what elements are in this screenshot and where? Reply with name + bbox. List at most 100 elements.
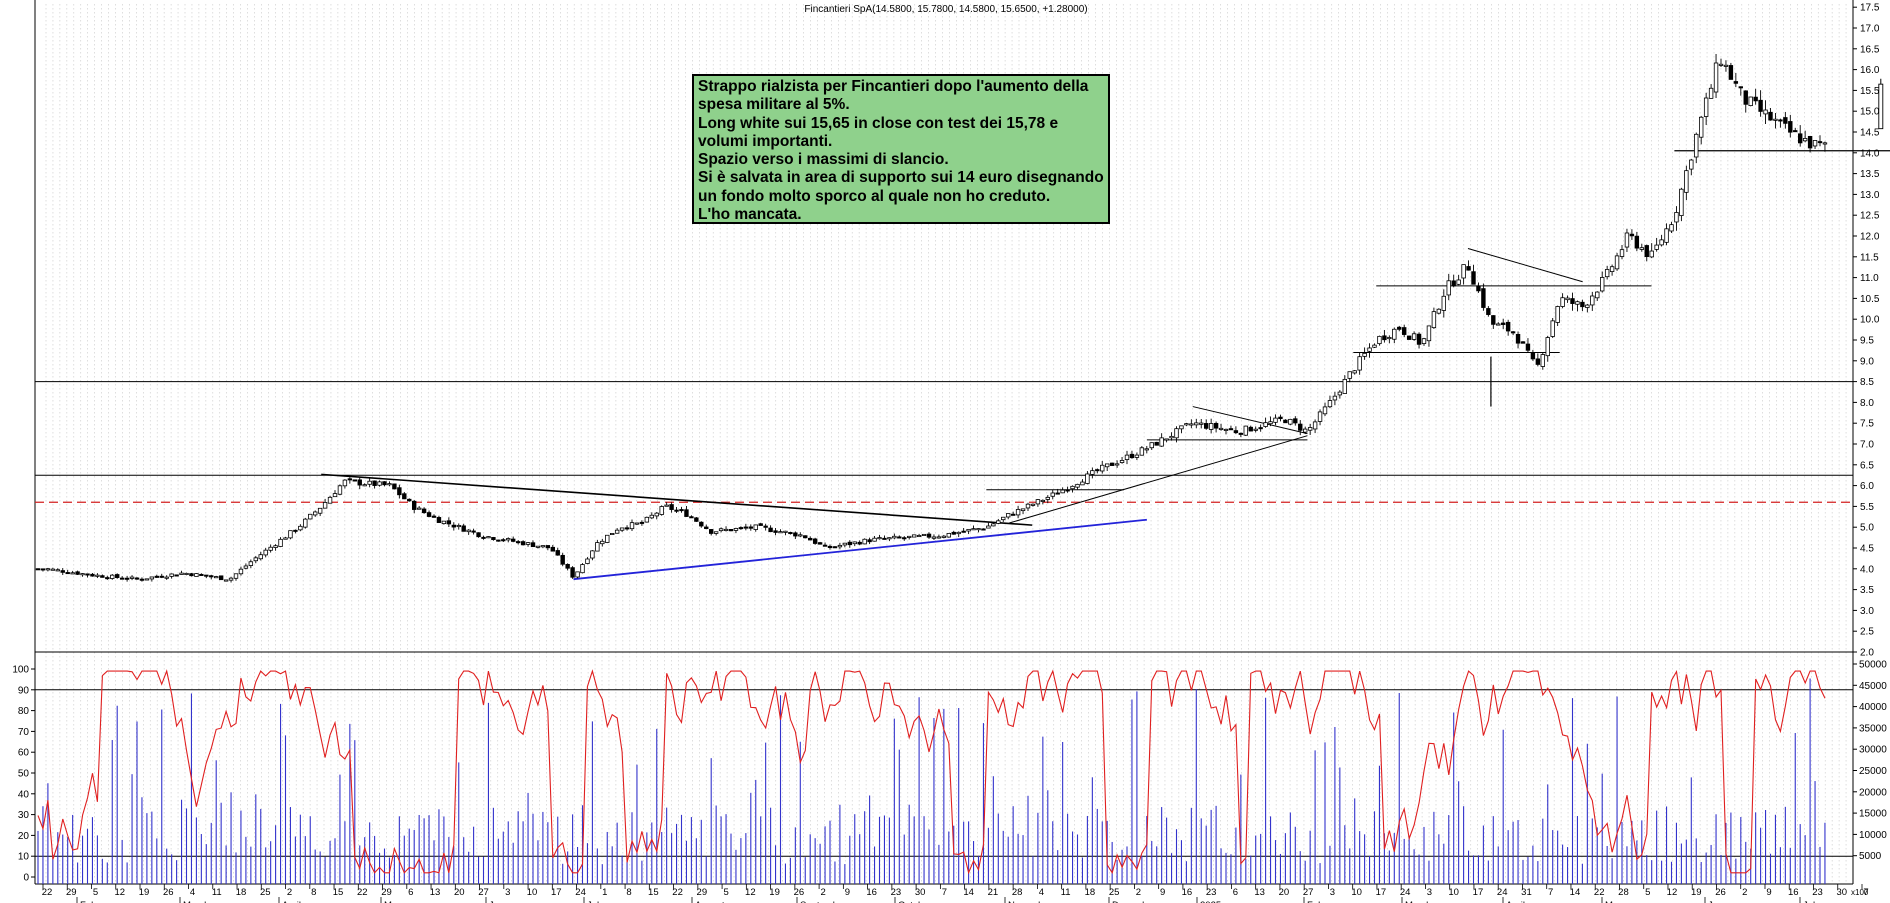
candle: [951, 530, 956, 535]
candle-body: [1609, 266, 1615, 272]
candle-body: [1431, 311, 1437, 329]
candle-body: [1238, 432, 1244, 435]
candle: [1614, 252, 1620, 271]
candle-body: [951, 531, 956, 535]
candle: [327, 495, 333, 504]
candle-body: [476, 532, 481, 538]
candle: [1659, 234, 1664, 247]
candle-body: [1001, 516, 1006, 521]
candle-body: [134, 577, 140, 580]
candle-body: [283, 537, 288, 540]
candle: [822, 542, 828, 547]
candle-body: [1684, 170, 1689, 193]
candle-body: [1580, 301, 1585, 308]
month-label: June: [1708, 900, 1729, 903]
day-label: 20: [454, 887, 465, 898]
price-tick-label: 16.5: [1860, 44, 1880, 55]
candle-body: [1109, 462, 1115, 466]
candle-body: [1233, 430, 1239, 434]
candle-body: [1748, 96, 1753, 107]
candle: [803, 535, 808, 539]
candle: [1278, 414, 1283, 422]
candle: [124, 575, 130, 582]
candle-body: [1679, 188, 1684, 216]
candle-body: [357, 479, 362, 486]
candle-body: [50, 568, 56, 571]
day-label: 31: [1521, 887, 1532, 898]
day-label: 5: [1645, 887, 1650, 898]
candle: [273, 544, 278, 551]
candle-body: [194, 573, 199, 577]
candle-body: [773, 530, 778, 533]
day-label: 26: [794, 887, 805, 898]
candle-body: [1629, 233, 1635, 237]
candle-body: [55, 569, 60, 572]
candle: [129, 575, 135, 581]
day-label: 5: [723, 887, 728, 898]
candle: [65, 569, 70, 575]
candle-body: [110, 574, 115, 579]
candle-body: [1476, 285, 1481, 292]
candle-body: [1798, 133, 1803, 144]
candle-body: [1352, 370, 1357, 374]
candle-body: [1768, 111, 1773, 121]
candle-body: [679, 509, 684, 512]
candle-body: [1243, 425, 1248, 436]
candle-body: [832, 546, 838, 549]
candle-body: [1738, 86, 1743, 89]
candle: [1382, 329, 1387, 343]
candle: [966, 528, 971, 535]
candle-body: [159, 575, 164, 578]
candle: [1763, 100, 1768, 125]
candle-body: [1817, 141, 1823, 144]
candle-body: [105, 577, 110, 580]
candle: [1015, 505, 1021, 519]
candle-body: [605, 534, 610, 543]
month-label: July: [587, 900, 604, 903]
oscillator-tick-label: 90: [18, 685, 30, 696]
candle-body: [1590, 295, 1595, 306]
candle-body: [674, 509, 679, 512]
candle: [436, 515, 442, 523]
candle: [1248, 425, 1253, 432]
candle: [1347, 371, 1352, 383]
candle-body: [684, 509, 689, 517]
day-label: 17: [1473, 887, 1484, 898]
candle: [1436, 308, 1442, 315]
candle: [1070, 485, 1075, 493]
candle: [1441, 289, 1446, 318]
candle: [921, 533, 927, 536]
candle: [1050, 489, 1055, 500]
candle-body: [1461, 264, 1466, 279]
candle: [798, 532, 803, 538]
price-tick-label: 17.0: [1860, 24, 1880, 35]
day-label: 7: [1548, 887, 1553, 898]
candle-body: [1293, 418, 1298, 424]
candle-body: [590, 550, 595, 559]
candle: [476, 532, 481, 538]
candle-body: [629, 522, 635, 530]
candle-body: [743, 526, 749, 529]
day-label: 16: [1788, 887, 1799, 898]
candle: [808, 536, 813, 541]
candle-body: [1694, 133, 1699, 158]
candle: [580, 563, 585, 574]
candle: [1169, 432, 1174, 441]
candle: [416, 506, 422, 510]
candle-body: [1689, 159, 1694, 170]
candle: [1466, 260, 1471, 271]
candle: [243, 563, 249, 570]
candle-body: [1397, 326, 1402, 330]
price-candles: [35, 53, 1884, 583]
candle: [431, 514, 437, 518]
candle: [164, 575, 169, 580]
candle-body: [822, 544, 828, 547]
candle-body: [1174, 428, 1179, 439]
day-label: 21: [988, 887, 999, 898]
day-label: 3: [1330, 887, 1335, 898]
candle-body: [184, 572, 189, 575]
candle: [1406, 335, 1412, 340]
candle-body: [362, 484, 367, 487]
candle: [1491, 315, 1496, 329]
price-tick-label: 2.5: [1860, 627, 1874, 638]
